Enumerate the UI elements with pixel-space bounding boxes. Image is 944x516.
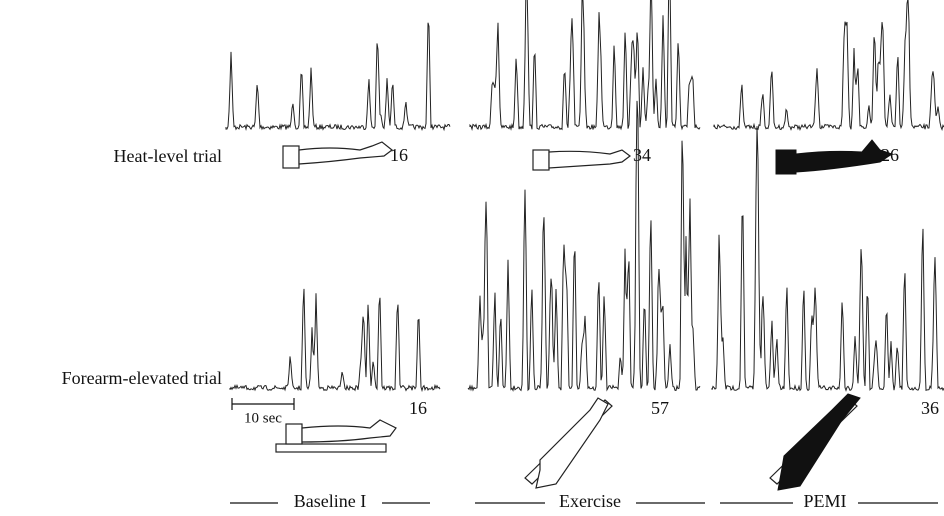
column-label: PEMI xyxy=(803,491,846,511)
nerve-trace xyxy=(713,0,944,131)
nerve-trace xyxy=(229,288,441,393)
arm-illustration xyxy=(282,139,894,175)
burst-count: 16 xyxy=(409,398,427,418)
burst-count: 34 xyxy=(633,145,651,165)
nerve-trace xyxy=(711,126,944,392)
burst-count: 36 xyxy=(921,398,939,418)
arm-illustration xyxy=(275,393,861,491)
column-label: Baseline I xyxy=(294,491,366,511)
burst-count: 57 xyxy=(651,398,669,418)
nerve-trace xyxy=(225,22,451,132)
row-label: Forearm-elevated trial xyxy=(62,368,222,388)
nerve-trace xyxy=(469,0,701,132)
scale-bar-label: 10 sec xyxy=(244,410,282,426)
nerve-trace xyxy=(467,100,701,392)
burst-count: 16 xyxy=(390,145,408,165)
column-label: Exercise xyxy=(559,491,621,511)
row-label: Heat-level trial xyxy=(114,146,222,166)
